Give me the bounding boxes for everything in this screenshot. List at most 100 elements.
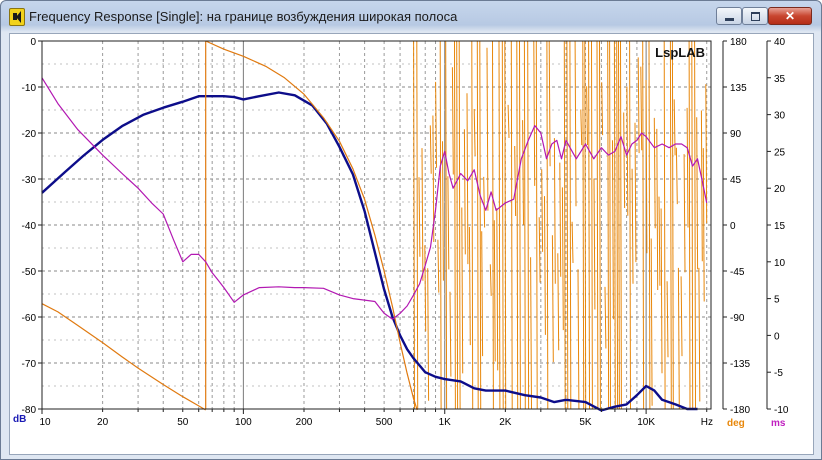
- phase-wrap-segment: [492, 40, 494, 410]
- phase-wrap-segment: [660, 208, 663, 374]
- phase-wrap-segment: [593, 178, 596, 310]
- phase-wrap-segment: [546, 40, 549, 410]
- phase-wrap-segment: [563, 40, 566, 410]
- deg-tick-label: -90: [730, 313, 745, 324]
- phase-wrap-segment: [671, 40, 674, 410]
- group-delay-series: [41, 77, 708, 320]
- speaker-icon[interactable]: [9, 8, 25, 26]
- phase-wrap-segment: [458, 40, 461, 410]
- db-tick-label: -50: [22, 267, 37, 278]
- phase-wrap-segment: [607, 40, 610, 410]
- phase-wrap-segment: [451, 67, 454, 175]
- phase-wrap-segment: [586, 86, 588, 146]
- x-tick-label: 100: [235, 417, 252, 428]
- phase-wrap-segment: [439, 40, 442, 410]
- phase-wrap-segment: [604, 286, 607, 349]
- deg-unit-label: deg: [727, 418, 745, 429]
- db-tick-label: -10: [22, 83, 37, 94]
- phase-wrap-segment: [504, 40, 507, 410]
- phase-wrap-segment: [596, 40, 599, 410]
- phase-wrap-segment: [496, 208, 499, 371]
- phase-wrap-segment: [548, 41, 551, 167]
- phase-wrap-segment: [577, 269, 580, 410]
- phase-wrap-segment: [631, 168, 634, 284]
- db-axis: 0 -10 -20 -30 -40 -50 -60 -70 -80: [22, 37, 42, 416]
- phase-wrap-segment: [473, 108, 476, 156]
- phase-wrap-segment: [677, 267, 680, 410]
- phase-wrap-segment: [471, 40, 474, 410]
- deg-tick-label: -135: [730, 359, 750, 370]
- phase-wrap-segment: [561, 187, 564, 331]
- phase-wrap-segment: [481, 231, 484, 357]
- db-unit-label: dB: [13, 414, 26, 425]
- x-tick-label: 20: [97, 417, 109, 428]
- phase-wrap-segment: [435, 81, 437, 168]
- x-tick-label: 500: [376, 417, 393, 428]
- phase-wrap-segment: [634, 122, 637, 263]
- phase-main-series: [205, 40, 418, 411]
- phase-wrap-segment: [489, 264, 492, 296]
- phase-wrap-segment: [466, 93, 469, 265]
- phase-wrap-segment: [454, 40, 456, 410]
- close-button[interactable]: [768, 7, 812, 25]
- db-tick-label: -70: [22, 359, 37, 370]
- phase-wrap-segment: [449, 291, 452, 377]
- deg-tick-label: 135: [730, 83, 747, 94]
- deg-tick-label: -45: [730, 267, 745, 278]
- phase-unwrapped-series: [41, 303, 207, 411]
- maximize-button[interactable]: [742, 7, 768, 25]
- phase-wrap-segment: [584, 40, 587, 410]
- phase-wrap-segment: [691, 40, 694, 410]
- phase-wrap-segment: [530, 257, 532, 410]
- x-tick-label: 10K: [637, 417, 655, 428]
- phase-wrap-segment: [557, 253, 560, 351]
- phase-wrap-segment: [658, 196, 661, 286]
- phase-wrap-segment: [445, 40, 448, 410]
- phase-wrap-segment: [613, 40, 616, 410]
- phase-wrap-segment: [559, 162, 562, 277]
- phase-wrap-segment: [656, 128, 659, 291]
- phase-wrap-segment: [591, 40, 593, 410]
- phase-wrap-segment: [507, 104, 510, 139]
- phase-wrap-segment: [522, 120, 524, 225]
- phase-wrap-segment: [616, 40, 619, 410]
- db-tick-label: -20: [22, 129, 37, 140]
- db-tick-label: -60: [22, 313, 37, 324]
- ms-tick-label: -10: [774, 405, 789, 416]
- phase-wrap-segment: [538, 217, 541, 283]
- frequency-response-chart[interactable]: 0-10-20-30-40-50-60-70-80dB18013590450-4…: [10, 34, 813, 454]
- x-tick-label: 200: [296, 417, 313, 428]
- deg-tick-label: 90: [730, 129, 742, 140]
- phase-wrap-segment: [461, 207, 464, 374]
- ms-tick-label: 20: [774, 184, 786, 195]
- x-tick-label: 10: [39, 417, 51, 428]
- phase-wrap-segment: [519, 40, 521, 410]
- phase-wrap-segment: [514, 145, 517, 217]
- phase-wrap-segment: [626, 86, 629, 216]
- phase-wrap-segment: [669, 40, 672, 410]
- phase-wrap-segment: [447, 176, 450, 270]
- deg-tick-label: -180: [730, 405, 750, 416]
- phase-wrap-segment: [609, 40, 611, 410]
- phase-wrap-segment: [640, 66, 643, 151]
- magnitude-series: [41, 91, 698, 412]
- ms-tick-label: 30: [774, 111, 786, 122]
- minimize-button[interactable]: [716, 7, 742, 25]
- phase-wrap-segment: [645, 79, 648, 254]
- phase-wrap-segment: [421, 148, 424, 281]
- db-tick-label: -30: [22, 175, 37, 186]
- phase-wrap-segment: [698, 267, 701, 402]
- phase-wrap-segment: [666, 281, 669, 358]
- ms-tick-label: 5: [774, 295, 780, 306]
- title-bar[interactable]: Frequency Response [Single]: на границе …: [1, 1, 821, 31]
- phase-wrap-segment: [493, 220, 496, 362]
- phase-wrap-segment: [694, 40, 696, 410]
- chart-area: 0 -10 -20 -30 -40 -50 -60 -70 -80 dB 180 135 90 45 0 -4…: [9, 33, 814, 455]
- phase-wrap-segment: [416, 40, 419, 410]
- phase-wrapped-region: [413, 40, 708, 410]
- phase-wrap-segment: [533, 41, 536, 186]
- x-axis: 10 20 50 100 200 500 1K 2K 5K 10K: [39, 409, 708, 428]
- phase-wrap-segment: [688, 40, 691, 410]
- phase-wrap-segment: [702, 148, 705, 302]
